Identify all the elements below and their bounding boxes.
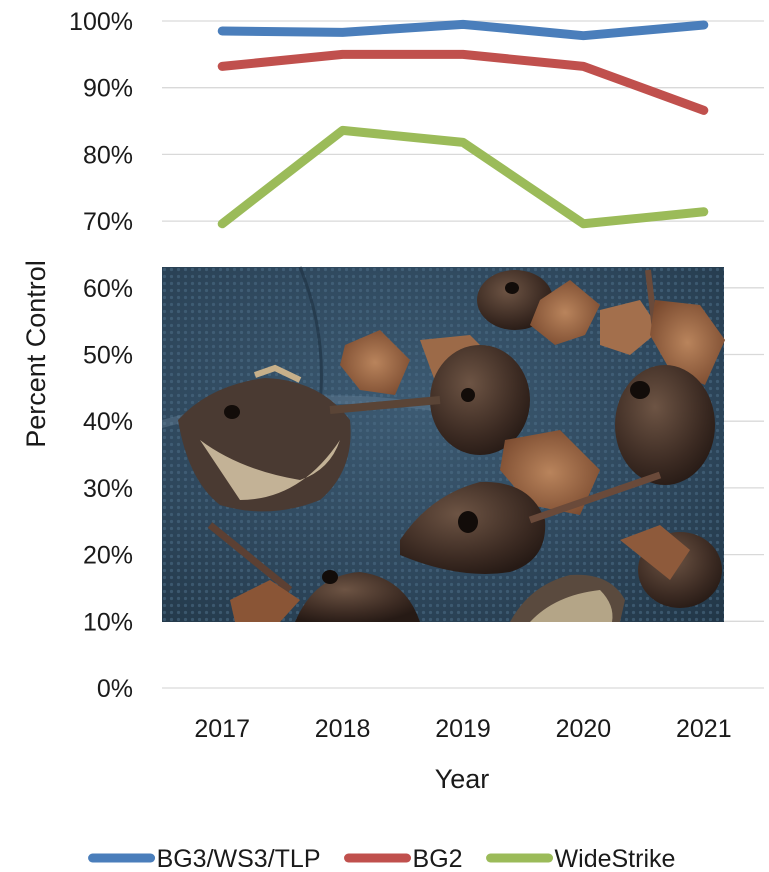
x-axis-tick-labels: 2017 2018 2019 2020 2021: [194, 715, 731, 743]
series-line-widestrike: [217, 125, 709, 229]
legend-label-widestrike: WideStrike: [555, 845, 676, 872]
y-tick-label: 60%: [83, 275, 133, 303]
y-tick-label: 50%: [83, 342, 133, 370]
y-tick-label: 0%: [97, 675, 133, 703]
x-tick-label: 2017: [194, 715, 250, 743]
legend-label-bg2: BG2: [413, 845, 463, 872]
y-axis-tick-labels: 0% 10% 20% 30% 40% 50% 60% 70% 80% 90% 100%: [69, 8, 133, 703]
series-line-bg2: [217, 49, 709, 115]
x-tick-label: 2021: [676, 715, 732, 743]
y-tick-label: 30%: [83, 475, 133, 503]
y-tick-label: 70%: [83, 208, 133, 236]
y-tick-label: 100%: [69, 8, 133, 36]
x-axis-title: Year: [435, 764, 490, 794]
x-tick-label: 2020: [556, 715, 612, 743]
y-tick-label: 40%: [83, 408, 133, 436]
series-line-bg3-ws3-tlp: [217, 19, 709, 41]
y-axis-title: Percent Control: [21, 260, 51, 448]
y-tick-label: 80%: [83, 141, 133, 169]
x-tick-label: 2019: [435, 715, 491, 743]
y-tick-label: 20%: [83, 542, 133, 570]
y-tick-label: 10%: [83, 608, 133, 636]
y-tick-label: 90%: [83, 75, 133, 103]
cotton-boll-photo: [162, 266, 725, 622]
x-tick-label: 2018: [315, 715, 371, 743]
series-lines: [217, 19, 709, 229]
legend: BG3/WS3/TLP BG2 WideStrike: [88, 845, 676, 872]
legend-label-bg3-ws3-tlp: BG3/WS3/TLP: [157, 845, 321, 872]
